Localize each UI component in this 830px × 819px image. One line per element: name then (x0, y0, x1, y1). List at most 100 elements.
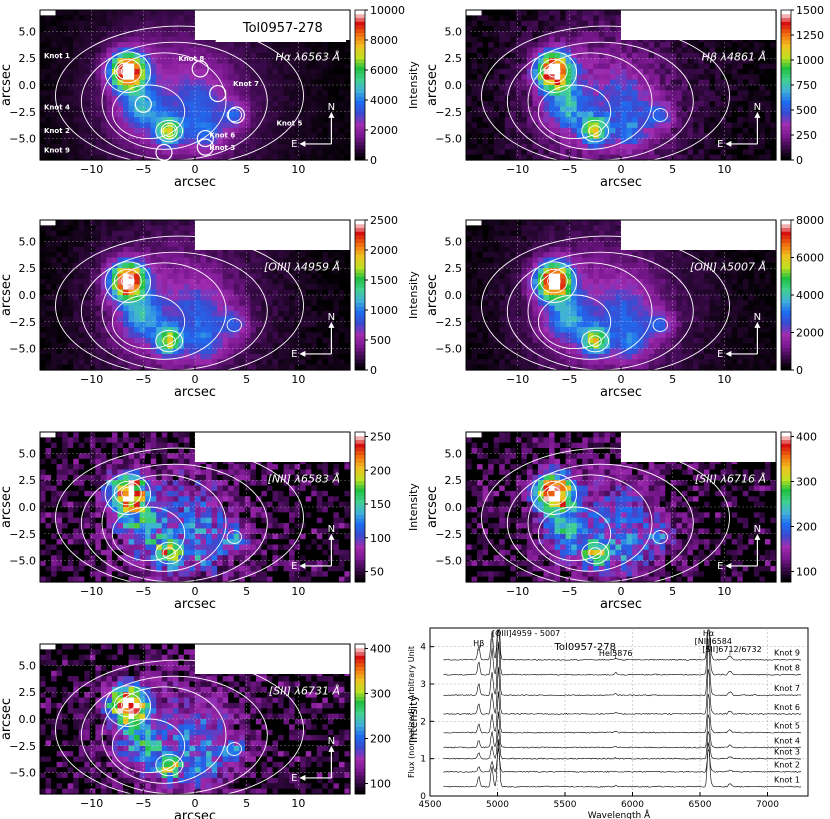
heatmap-cell (84, 284, 91, 291)
heatmap-cell (311, 90, 318, 97)
heatmap-cell (128, 42, 135, 49)
heatmap-cell (89, 154, 96, 161)
heatmap-cell (333, 143, 340, 150)
heatmap-cell (67, 79, 74, 86)
heatmap-cell (582, 58, 589, 65)
heatmap-cell (183, 236, 191, 243)
heatmap-cell (654, 138, 661, 145)
heatmap-cell (554, 138, 561, 145)
heatmap-cell (482, 26, 489, 33)
heatmap-cell (139, 327, 146, 334)
heatmap-cell (637, 111, 644, 118)
heatmap-cell (272, 278, 279, 285)
heatmap-cell (255, 95, 263, 102)
heatmap-cell (134, 348, 141, 355)
heatmap-cell (759, 106, 766, 113)
heatmap-cell (609, 143, 617, 150)
heatmap-cell (111, 15, 119, 22)
heatmap-cell (217, 68, 224, 75)
heatmap-cell (316, 332, 323, 339)
heatmap-cell (217, 117, 224, 124)
heatmap-cell (593, 85, 600, 91)
heatmap-cell (128, 278, 135, 285)
heatmap-cell (289, 111, 296, 118)
heatmap-cell (123, 122, 130, 129)
heatmap-cell (222, 106, 229, 113)
heatmap-cell (123, 133, 130, 140)
heatmap-cell (670, 133, 677, 140)
heatmap-cell (261, 63, 268, 70)
heatmap-cell (621, 47, 628, 54)
y-tick-label: 5.0 (19, 235, 37, 248)
colorbar-segment (355, 73, 365, 78)
heatmap-cell (200, 79, 207, 86)
heatmap-cell (73, 47, 80, 54)
heatmap-cell (344, 295, 351, 301)
heatmap-cell (139, 311, 146, 318)
heatmap-cell (482, 138, 489, 145)
heatmap-cell (67, 143, 74, 150)
heatmap-cell (167, 58, 174, 65)
heatmap-cell (322, 149, 329, 156)
heatmap-cell (532, 31, 539, 38)
heatmap-cell (294, 252, 301, 259)
heatmap-cell (67, 332, 74, 339)
heatmap-cell (211, 58, 218, 65)
heatmap-cell (554, 20, 561, 27)
heatmap-cell (78, 68, 85, 75)
heatmap-cell (206, 305, 213, 312)
heatmap-cell (89, 220, 96, 226)
heatmap-cell (720, 106, 727, 113)
heatmap-cell (493, 31, 500, 38)
heatmap-cell (111, 138, 119, 145)
heatmap-cell (172, 257, 179, 264)
heatmap-cell (45, 26, 52, 33)
heatmap-cell (244, 111, 251, 118)
heatmap-cell (598, 90, 605, 97)
heatmap-cell (278, 284, 285, 291)
heatmap-cell (283, 85, 290, 91)
heatmap-cell (759, 143, 766, 150)
heatmap-cell (615, 68, 622, 75)
heatmap-cell (200, 273, 207, 280)
colorbar-segment (355, 152, 365, 157)
heatmap-cell (117, 327, 124, 334)
heatmap-cell (183, 58, 191, 65)
heatmap-cell (156, 295, 163, 301)
heatmap-cell (720, 52, 727, 59)
colorbar-segment (355, 40, 365, 45)
heatmap-cell (549, 149, 556, 156)
heatmap-cell (161, 284, 168, 291)
heatmap-cell (521, 79, 528, 86)
heatmap-cell (195, 273, 202, 280)
heatmap-cell (537, 106, 545, 113)
heatmap-cell (665, 101, 672, 108)
heatmap-cell (89, 79, 96, 86)
heatmap-cell (549, 31, 556, 38)
heatmap-cell (178, 149, 185, 156)
heatmap-cell (51, 236, 58, 243)
heatmap-cell (206, 95, 213, 102)
heatmap-cell (532, 85, 539, 91)
heatmap-cell (62, 284, 69, 291)
heatmap-cell (587, 42, 594, 49)
heatmap-cell (753, 79, 760, 86)
heatmap-cell (521, 47, 528, 54)
heatmap-cell (95, 332, 102, 339)
heatmap-cell (266, 52, 274, 59)
heatmap-cell (748, 79, 755, 86)
heatmap-cell (128, 252, 135, 259)
heatmap-cell (172, 149, 179, 156)
heatmap-cell (737, 133, 744, 140)
heatmap-cell (742, 85, 749, 91)
contour-line (55, 235, 304, 376)
heatmap-cell (261, 149, 268, 156)
heatmap-cell (161, 364, 168, 371)
heatmap-cell (593, 143, 600, 150)
heatmap-cell (670, 111, 677, 118)
heatmap-cell (549, 138, 556, 145)
heatmap-cell (560, 52, 567, 59)
heatmap-cell (283, 52, 290, 59)
heatmap-cell (161, 311, 168, 318)
heatmap-cell (134, 359, 141, 366)
